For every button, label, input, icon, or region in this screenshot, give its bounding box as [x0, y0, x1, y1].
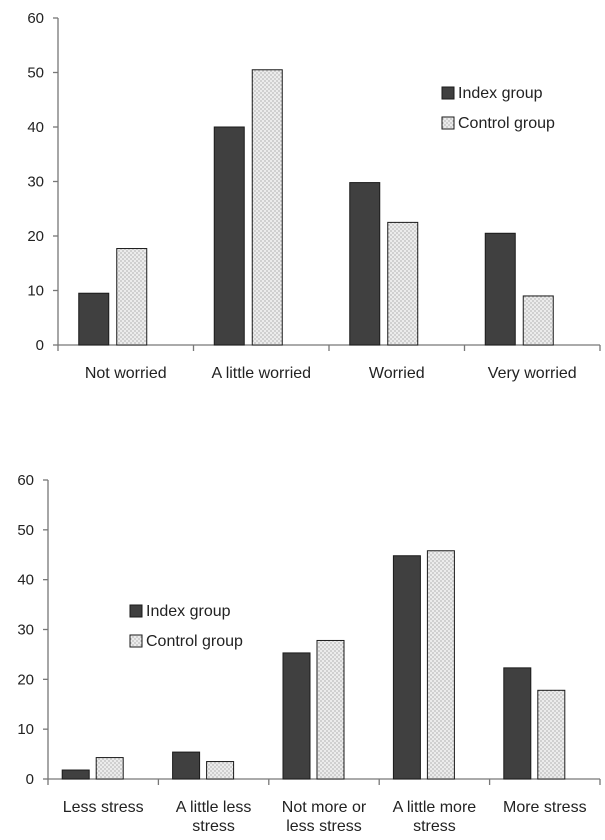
legend-swatch	[441, 116, 455, 130]
y-tick-label: 40	[17, 572, 34, 589]
y-tick-label: 60	[17, 472, 34, 489]
y-tick-label: 50	[17, 522, 34, 539]
bar-index-group	[282, 652, 311, 780]
x-category-label: A little less stress	[176, 799, 252, 835]
y-tick-label: 20	[17, 671, 34, 688]
bar-control-group	[426, 550, 455, 780]
y-tick-label: 40	[27, 119, 44, 136]
y-tick-label: 30	[27, 174, 44, 191]
bar-control-group	[95, 757, 124, 780]
x-category-label: Not more or less stress	[282, 799, 367, 835]
bar-index-group	[172, 751, 201, 780]
bar-index-group	[78, 292, 110, 346]
y-tick-label: 10	[27, 283, 44, 300]
x-category-label: Less stress	[63, 799, 144, 816]
y-tick-label: 30	[17, 622, 34, 639]
bar-control-group	[537, 689, 566, 780]
bar-index-group	[484, 232, 516, 346]
x-category-label: Very worried	[488, 365, 577, 382]
bar-index-group	[503, 667, 532, 780]
legend-label: Control group	[146, 633, 243, 650]
y-tick-label: 10	[17, 721, 34, 738]
bar-control-group	[387, 221, 419, 346]
bar-index-group	[349, 182, 381, 346]
legend-swatch	[129, 634, 143, 648]
bar-control-group	[522, 295, 554, 346]
legend-label: Control group	[458, 115, 555, 132]
bar-control-group	[316, 639, 345, 780]
bar-control-group	[251, 69, 283, 346]
y-tick-label: 0	[26, 771, 34, 788]
bar-index-group	[61, 769, 90, 780]
y-tick-label: 20	[27, 228, 44, 245]
x-category-label: A little worried	[211, 365, 311, 382]
x-category-label: A little more stress	[393, 799, 477, 835]
x-category-label: Worried	[369, 365, 425, 382]
bar-control-group	[116, 248, 148, 346]
y-tick-label: 50	[27, 65, 44, 82]
y-tick-label: 60	[27, 10, 44, 27]
x-category-label: Not worried	[85, 365, 167, 382]
x-category-label: More stress	[503, 799, 587, 816]
bar-control-group	[206, 761, 235, 780]
legend-swatch	[441, 86, 455, 100]
y-tick-label: 0	[36, 337, 44, 354]
legend-swatch	[129, 604, 143, 618]
worry-bar-chart: 0 10 20 30 40 50 60 Not worried A little worried…	[27, 10, 601, 382]
legend-label: Index group	[458, 85, 543, 102]
stress-bar-chart: 0 10 20 30 40 50 60 Less stress A little less str…	[17, 472, 601, 835]
legend-label: Index group	[146, 603, 231, 620]
bar-index-group	[392, 555, 421, 780]
bar-index-group	[213, 126, 245, 346]
